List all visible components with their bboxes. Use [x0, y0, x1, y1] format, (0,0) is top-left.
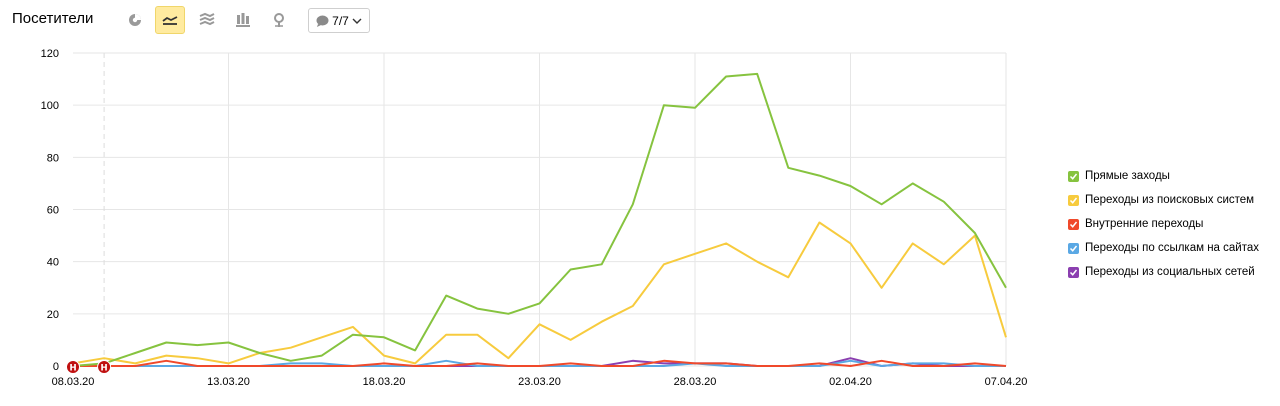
x-tick-label: 18.03.20: [363, 376, 406, 388]
y-tick-label: 0: [53, 361, 59, 373]
annotations-counter-button[interactable]: 7/7: [308, 8, 370, 33]
comment-icon: [316, 15, 329, 27]
x-tick-label: 02.04.20: [829, 376, 872, 388]
pie-chart-icon: [129, 14, 141, 26]
map-button[interactable]: [264, 6, 294, 34]
chart-toolbar: Посетители: [0, 0, 1280, 42]
line-chart-icon: [162, 16, 178, 25]
x-tick-label: 07.04.20: [985, 376, 1028, 388]
checkbox-checked-icon[interactable]: [1068, 242, 1079, 254]
checkbox-checked-icon[interactable]: [1068, 170, 1079, 182]
chart-legend: Прямые заходы Переходы из поисковых систе…: [1068, 164, 1278, 284]
holiday-marker: [97, 360, 112, 374]
bar-chart-icon: [236, 13, 250, 27]
legend-item[interactable]: Прямые заходы: [1068, 164, 1278, 188]
legend-item[interactable]: Внутренние переходы: [1068, 212, 1278, 236]
legend-label: Переходы из поисковых систем: [1085, 194, 1255, 206]
chevron-down-icon: [352, 18, 362, 24]
x-tick-label: 28.03.20: [674, 376, 717, 388]
x-tick-label: 13.03.20: [207, 376, 250, 388]
legend-label: Внутренние переходы: [1085, 218, 1204, 230]
x-tick-label: 23.03.20: [518, 376, 561, 388]
y-tick-label: 120: [41, 48, 59, 60]
legend-item[interactable]: Переходы по ссылкам на сайтах: [1068, 236, 1278, 260]
line-chart-button[interactable]: [155, 6, 185, 34]
y-tick-label: 80: [47, 152, 59, 164]
legend-label: Переходы из социальных сетей: [1085, 266, 1255, 278]
checkbox-checked-icon[interactable]: [1068, 266, 1079, 278]
legend-label: Прямые заходы: [1085, 170, 1170, 182]
area-chart-button[interactable]: [192, 6, 222, 34]
holiday-marker-label: Н: [101, 364, 108, 374]
legend-label: Переходы по ссылкам на сайтах: [1085, 242, 1260, 254]
map-icon: [274, 13, 284, 27]
visitors-line-chart: 0 20 40 60 80 100 120 08.03.20 13.03.20 18.03.20 2…: [41, 48, 1028, 388]
y-tick-label: 100: [41, 100, 59, 112]
annotations-counter: 7/7: [332, 13, 349, 28]
series-line: [72, 221, 1007, 365]
x-tick-label: 08.03.20: [52, 376, 95, 388]
area-chart-icon: [199, 12, 215, 26]
chart-title: Посетители: [12, 10, 94, 27]
legend-item[interactable]: Переходы из поисковых систем: [1068, 188, 1278, 212]
holiday-marker: [66, 360, 80, 374]
y-tick-label: 40: [47, 257, 59, 269]
checkbox-checked-icon[interactable]: [1068, 194, 1079, 206]
holiday-marker-label: Н: [69, 364, 76, 374]
checkbox-checked-icon[interactable]: [1068, 218, 1079, 230]
series-line: [72, 72, 1007, 367]
y-tick-label: 60: [47, 205, 59, 217]
y-tick-label: 20: [47, 309, 59, 321]
legend-item[interactable]: Переходы из социальных сетей: [1068, 260, 1278, 284]
bar-chart-button[interactable]: [228, 6, 258, 34]
pie-chart-button[interactable]: [120, 6, 150, 34]
series-line: [73, 359, 1007, 367]
